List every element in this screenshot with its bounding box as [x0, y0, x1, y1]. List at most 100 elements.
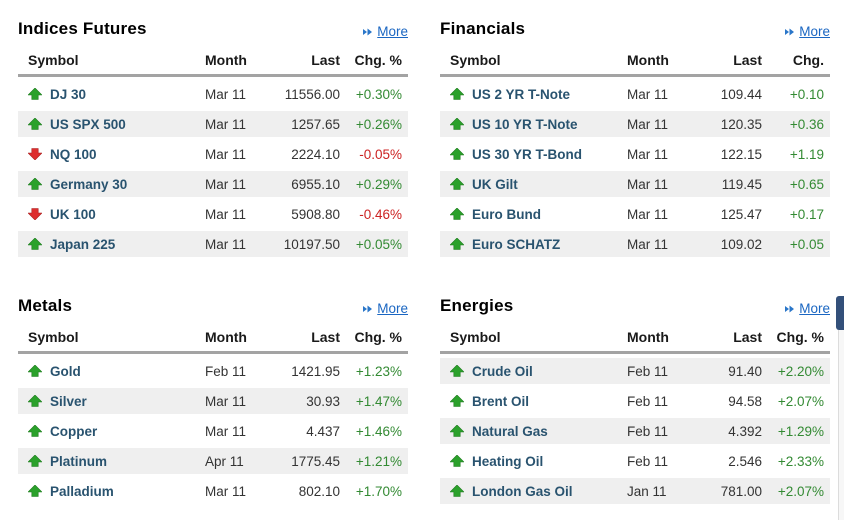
double-chevron-icon [785, 304, 795, 314]
section-title: Energies [440, 296, 514, 315]
panel-header: Financials More [440, 16, 830, 40]
quote-row: Japan 225 Mar 11 10197.50 +0.05% [18, 231, 408, 257]
column-header-last: Last [733, 52, 762, 68]
last-price: 30.93 [306, 393, 340, 409]
section-title: Metals [18, 296, 73, 315]
contract-month: Feb 11 [627, 363, 669, 379]
symbol-name[interactable]: US 2 YR T-Note [472, 86, 571, 102]
up-arrow-icon [450, 148, 472, 160]
symbol-name[interactable]: Silver [50, 393, 87, 409]
symbol-name[interactable]: US SPX 500 [50, 116, 126, 132]
contract-month: Mar 11 [627, 86, 669, 102]
symbol-name[interactable]: London Gas Oil [472, 483, 573, 499]
change-value: -0.46% [359, 206, 402, 222]
symbol-name[interactable]: Gold [50, 363, 81, 379]
symbol-name[interactable]: DJ 30 [50, 86, 87, 102]
last-price: 1775.45 [291, 453, 340, 469]
up-arrow-icon [450, 425, 472, 437]
change-value: +0.05% [355, 236, 402, 252]
symbol-name[interactable]: US 30 YR T-Bond [472, 146, 583, 162]
change-value: +0.17 [789, 206, 824, 222]
change-value: +1.46% [355, 423, 402, 439]
change-value: +0.65 [789, 176, 824, 192]
table-header-row: Symbol Month Last Chg. [440, 52, 830, 77]
quote-row: UK Gilt Mar 11 119.45 +0.65 [440, 171, 830, 197]
more-link[interactable]: More [363, 301, 408, 317]
quote-row: Brent Oil Feb 11 94.58 +2.07% [440, 388, 830, 414]
column-header-chg: Chg. [792, 52, 824, 68]
table-rows: Gold Feb 11 1421.95 +1.23% Silver Mar 11… [18, 358, 408, 504]
more-link[interactable]: More [785, 301, 830, 317]
quote-row: UK 100 Mar 11 5908.80 -0.46% [18, 201, 408, 227]
down-arrow-icon [28, 148, 50, 160]
quote-row: Silver Mar 11 30.93 +1.47% [18, 388, 408, 414]
more-link[interactable]: More [785, 24, 830, 40]
double-chevron-icon [785, 27, 795, 37]
column-header-chg: Chg. % [776, 329, 824, 345]
contract-month: Mar 11 [205, 176, 247, 192]
contract-month: Jan 11 [627, 483, 667, 499]
up-arrow-icon [28, 365, 50, 377]
quote-row: NQ 100 Mar 11 2224.10 -0.05% [18, 141, 408, 167]
symbol-name[interactable]: Euro SCHATZ [472, 236, 561, 252]
symbol-name[interactable]: Euro Bund [472, 206, 541, 222]
symbol-name[interactable]: Natural Gas [472, 423, 548, 439]
quote-panel-metals: Metals More Symbol Month Last Chg. % Gol… [0, 277, 422, 520]
quote-row: Germany 30 Mar 11 6955.10 +0.29% [18, 171, 408, 197]
column-header-symbol: Symbol [450, 329, 501, 345]
last-price: 4.437 [306, 423, 340, 439]
change-value: +1.19 [789, 146, 824, 162]
table-header-row: Symbol Month Last Chg. % [440, 329, 830, 354]
symbol-name[interactable]: UK 100 [50, 206, 96, 222]
panel-header: Metals More [18, 293, 408, 317]
double-chevron-icon [363, 27, 373, 37]
symbol-name[interactable]: NQ 100 [50, 146, 97, 162]
contract-month: Mar 11 [627, 176, 669, 192]
contract-month: Mar 11 [627, 116, 669, 132]
more-label: More [799, 301, 830, 316]
up-arrow-icon [450, 208, 472, 220]
change-value: +0.30% [355, 86, 402, 102]
last-price: 6955.10 [291, 176, 340, 192]
change-value: +0.29% [355, 176, 402, 192]
panel-header: Energies More [440, 293, 830, 317]
up-arrow-icon [450, 88, 472, 100]
double-chevron-icon [363, 304, 373, 314]
up-arrow-icon [28, 425, 50, 437]
panel-header: Indices Futures More [18, 16, 408, 40]
last-price: 781.00 [720, 483, 762, 499]
last-price: 94.58 [728, 393, 762, 409]
table-header-row: Symbol Month Last Chg. % [18, 329, 408, 354]
symbol-name[interactable]: Palladium [50, 483, 114, 499]
quote-row: Natural Gas Feb 11 4.392 +1.29% [440, 418, 830, 444]
up-arrow-icon [450, 178, 472, 190]
more-link[interactable]: More [363, 24, 408, 40]
contract-month: Mar 11 [205, 206, 247, 222]
symbol-name[interactable]: UK Gilt [472, 176, 518, 192]
symbol-name[interactable]: Germany 30 [50, 176, 128, 192]
last-price: 109.44 [720, 86, 762, 102]
quote-row: Gold Feb 11 1421.95 +1.23% [18, 358, 408, 384]
quote-row: Heating Oil Feb 11 2.546 +2.33% [440, 448, 830, 474]
symbol-name[interactable]: Crude Oil [472, 363, 533, 379]
adjacent-panel-header-edge [836, 296, 844, 330]
contract-month: Feb 11 [627, 423, 669, 439]
column-header-month: Month [205, 52, 247, 68]
last-price: 91.40 [728, 363, 762, 379]
symbol-name[interactable]: Japan 225 [50, 236, 116, 252]
symbol-name[interactable]: Heating Oil [472, 453, 544, 469]
more-label: More [377, 24, 408, 39]
change-value: +2.33% [777, 453, 824, 469]
change-value: +2.07% [777, 393, 824, 409]
column-header-month: Month [627, 52, 669, 68]
symbol-name[interactable]: US 10 YR T-Note [472, 116, 578, 132]
last-price: 120.35 [720, 116, 762, 132]
quote-row: US 10 YR T-Note Mar 11 120.35 +0.36 [440, 111, 830, 137]
symbol-name[interactable]: Platinum [50, 453, 108, 469]
symbol-name[interactable]: Copper [50, 423, 98, 439]
symbol-name[interactable]: Brent Oil [472, 393, 530, 409]
contract-month: Feb 11 [627, 393, 669, 409]
last-price: 1257.65 [291, 116, 340, 132]
last-price: 119.45 [721, 176, 762, 192]
